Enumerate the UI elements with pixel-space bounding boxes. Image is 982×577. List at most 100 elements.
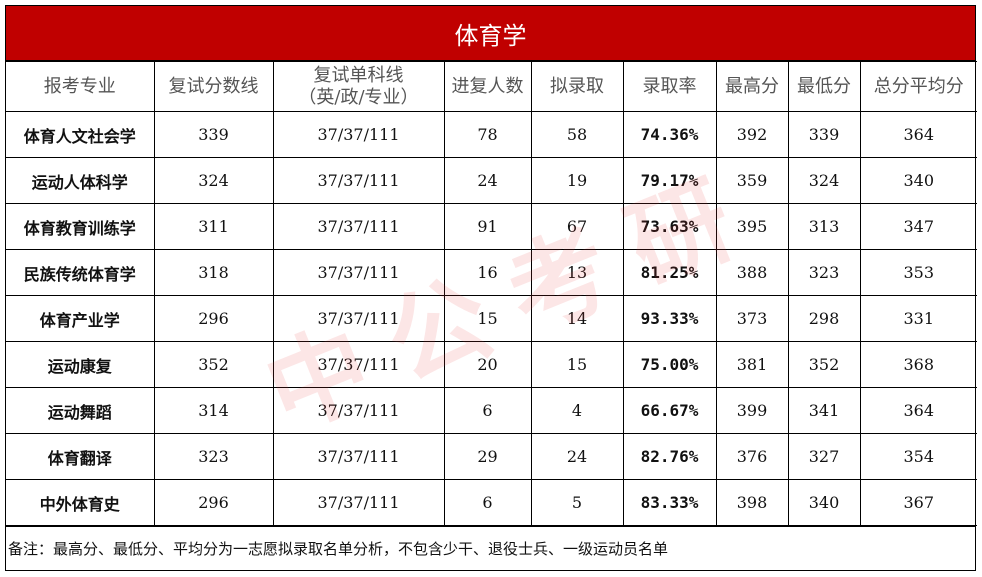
table-cell: 83.33%: [622, 479, 717, 526]
table-cell: 376: [715, 433, 789, 480]
table-cell: 395: [715, 203, 789, 250]
header-row: 报考专业 复试分数线 复试单科线 （英/政/专业） 进复人数 拟录取 录取率 最高分 最低分总…: [6, 61, 977, 112]
table-row: 运动康复 352 37/37/111 20 15 75.00% 381 352 368: [6, 341, 977, 388]
table-cell: 364: [859, 111, 977, 158]
column-header: 最高分: [715, 61, 789, 112]
table-cell: 5: [530, 479, 624, 526]
table-cell: 392: [715, 111, 789, 158]
row-label: 体育产业学: [6, 295, 155, 342]
table-cell: 14: [530, 295, 624, 342]
table-row: 民族传统体育学 318 37/37/111 16 13 81.25% 388 323 353: [6, 249, 977, 296]
table-cell: 6: [443, 387, 532, 434]
table-cell: 24: [530, 433, 624, 480]
table-cell: 373: [715, 295, 789, 342]
table-cell: 16: [443, 249, 532, 296]
table-cell: 91: [443, 203, 532, 250]
table-row: 体育产业学 296 37/37/111 15 14 93.33% 373 298 331: [6, 295, 977, 342]
row-label: 运动人体科学: [6, 157, 155, 204]
row-label: 民族传统体育学: [6, 249, 155, 296]
footnote: 备注：最高分、最低分、平均分为一志愿拟录取名单分析，不包含少干、退役士兵、一级运…: [6, 526, 975, 570]
table-cell: 37/37/111: [272, 203, 445, 250]
table-cell: 352: [787, 341, 861, 388]
row-label: 体育翻译: [6, 433, 155, 480]
table-cell: 4: [530, 387, 624, 434]
column-header: 进复人数: [443, 61, 532, 112]
table-cell: 354: [859, 433, 977, 480]
table-cell: 37/37/111: [272, 295, 445, 342]
table-cell: 78: [443, 111, 532, 158]
table-cell: 323: [787, 249, 861, 296]
table-cell: 388: [715, 249, 789, 296]
table-cell: 313: [787, 203, 861, 250]
table-row: 运动人体科学 324 37/37/111 24 19 79.17% 359 324 340: [6, 157, 977, 204]
table-cell: 340: [787, 479, 861, 526]
table-cell: 82.76%: [622, 433, 717, 480]
table-cell: 37/37/111: [272, 341, 445, 388]
table-cell: 37/37/111: [272, 249, 445, 296]
table-cell: 20: [443, 341, 532, 388]
table-cell: 15: [443, 295, 532, 342]
table-cell: 93.33%: [622, 295, 717, 342]
table-cell: 331: [859, 295, 977, 342]
table-cell: 323: [153, 433, 274, 480]
table-cell: 15: [530, 341, 624, 388]
table-cell: 324: [153, 157, 274, 204]
table-row: 体育教育训练学 311 37/37/111 91 67 73.63% 395 313 347: [6, 203, 977, 250]
table-row: 中外体育史 296 37/37/111 6 5 83.33% 398 340 367: [6, 479, 977, 526]
table-cell: 37/37/111: [272, 479, 445, 526]
table-row: 运动舞蹈 314 37/37/111 6 4 66.67% 399 341 364: [6, 387, 977, 434]
table-cell: 353: [859, 249, 977, 296]
table-cell: 318: [153, 249, 274, 296]
table-cell: 296: [153, 295, 274, 342]
table-cell: 37/37/111: [272, 387, 445, 434]
table-cell: 58: [530, 111, 624, 158]
table-cell: 74.36%: [622, 111, 717, 158]
table-cell: 364: [859, 387, 977, 434]
table-row: 体育翻译 323 37/37/111 29 24 82.76% 376 327 354: [6, 433, 977, 480]
table-cell: 13: [530, 249, 624, 296]
table: 报考专业 复试分数线 复试单科线 （英/政/专业） 进复人数 拟录取 录取率 最高分 最低分总…: [6, 61, 977, 526]
table-cell: 359: [715, 157, 789, 204]
table-cell: 73.63%: [622, 203, 717, 250]
column-header: 总分平均分: [859, 61, 977, 112]
table-cell: 66.67%: [622, 387, 717, 434]
table-cell: 311: [153, 203, 274, 250]
table-cell: 399: [715, 387, 789, 434]
table-cell: 339: [153, 111, 274, 158]
table-cell: 37/37/111: [272, 433, 445, 480]
column-header: 报考专业: [6, 61, 155, 112]
table-cell: 24: [443, 157, 532, 204]
table-cell: 75.00%: [622, 341, 717, 388]
table-cell: 352: [153, 341, 274, 388]
table-cell: 339: [787, 111, 861, 158]
table-cell: 81.25%: [622, 249, 717, 296]
table-cell: 19: [530, 157, 624, 204]
column-header: 拟录取: [530, 61, 624, 112]
table-cell: 381: [715, 341, 789, 388]
table-cell: 67: [530, 203, 624, 250]
table-cell: 29: [443, 433, 532, 480]
column-header: 复试分数线: [153, 61, 274, 112]
table-cell: 37/37/111: [272, 157, 445, 204]
table-cell: 340: [859, 157, 977, 204]
table-frame: 体育学 报考专业 复试分数线 复试单科线 （英/政/专业） 进复人数 拟录取 录取率 最高分…: [5, 5, 977, 571]
table-cell: 341: [787, 387, 861, 434]
column-header: 录取率: [622, 61, 717, 112]
table-cell: 6: [443, 479, 532, 526]
table-cell: 347: [859, 203, 977, 250]
table-cell: 314: [153, 387, 274, 434]
row-label: 体育人文社会学: [6, 111, 155, 158]
table-cell: 367: [859, 479, 977, 526]
row-label: 运动康复: [6, 341, 155, 388]
table-title: 体育学: [6, 6, 975, 61]
row-label: 体育教育训练学: [6, 203, 155, 250]
table-row: 体育人文社会学 339 37/37/111 78 58 74.36% 392 339 364: [6, 111, 977, 158]
table-cell: 368: [859, 341, 977, 388]
row-label: 运动舞蹈: [6, 387, 155, 434]
table-cell: 296: [153, 479, 274, 526]
table-cell: 79.17%: [622, 157, 717, 204]
row-label: 中外体育史: [6, 479, 155, 526]
table-cell: 324: [787, 157, 861, 204]
column-header: 复试单科线 （英/政/专业）: [272, 61, 445, 112]
